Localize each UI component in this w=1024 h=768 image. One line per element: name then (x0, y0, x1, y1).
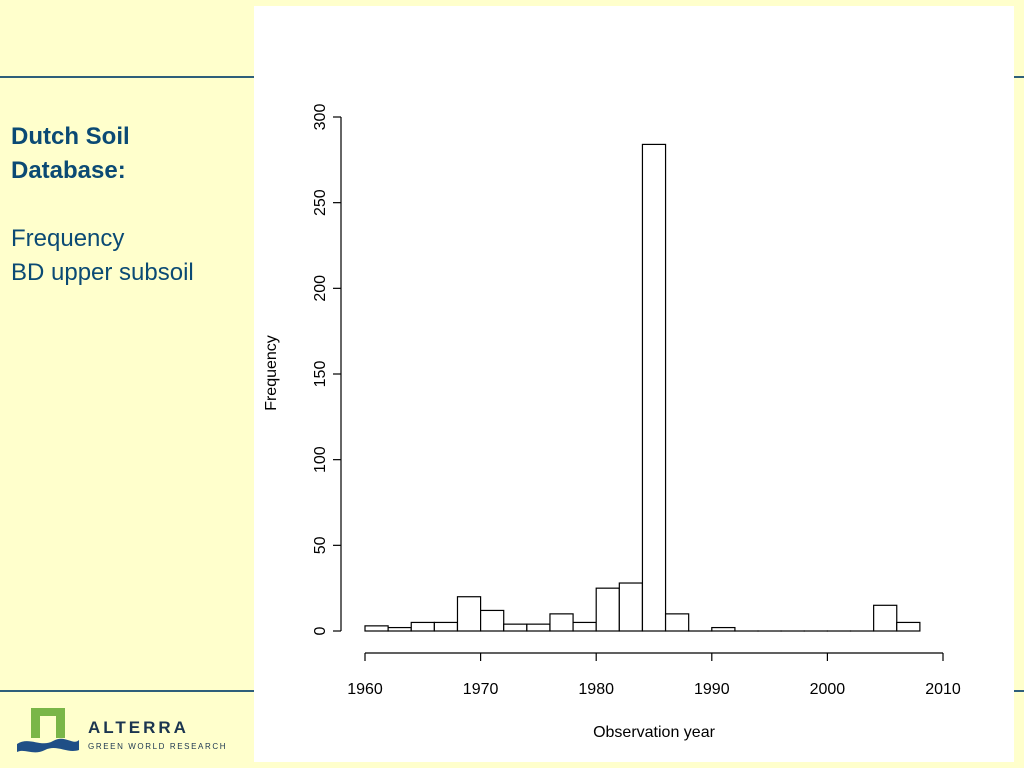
histogram-bar-1972-1974 (503, 623, 528, 632)
histogram-bar-1968-1970 (456, 596, 482, 632)
histogram-bar-2006-2008 (896, 621, 921, 632)
y-tick-label-50: 50 (312, 536, 329, 554)
histogram-bar-1984-1986 (641, 143, 667, 632)
y-tick-label-150: 150 (312, 361, 329, 388)
y-axis: 0 50 100 150 200 250 300 (312, 104, 342, 635)
slide-subtitle-line-2: BD upper subsoil (11, 259, 194, 286)
slide-title-line-1: Dutch Soil (11, 123, 130, 150)
y-axis-label: Frequency (263, 335, 280, 411)
y-tick-label-250: 250 (312, 189, 329, 216)
x-tick-label-2010: 2010 (925, 681, 961, 698)
histogram-bar-1978-1980 (572, 621, 597, 632)
histogram-bar-1960-1962 (364, 625, 389, 632)
y-tick-label-300: 300 (312, 104, 329, 131)
y-tick-label-0: 0 (312, 626, 329, 635)
slide-title-line-2: Database: (11, 157, 126, 184)
x-axis-label: Observation year (593, 724, 716, 741)
alterra-logo-icon (17, 708, 79, 753)
histogram-bar-1982-1984 (618, 582, 644, 632)
histogram-bar-1970-1972 (480, 609, 505, 632)
slide-subtitle-line-1: Frequency (11, 225, 125, 252)
histogram-bar-1986-1988 (664, 613, 690, 632)
histogram-bar-1974-1976 (526, 623, 551, 632)
histogram-bar-1990-1992 (711, 626, 736, 632)
histogram-chart: 1960 1970 1980 1990 2000 2010 0 50 100 150 200 250… (263, 104, 961, 741)
histogram-bar-1964-1966 (410, 621, 435, 632)
x-tick-label-1980: 1980 (578, 681, 614, 698)
x-axis: 1960 1970 1980 1990 2000 2010 (347, 652, 961, 698)
histogram-bar-1980-1982 (595, 587, 620, 632)
histogram-bars (364, 143, 921, 632)
histogram-bar-1962-1964 (387, 626, 412, 632)
x-tick-label-2000: 2000 (810, 681, 846, 698)
logo-wordmark: ALTERRA (88, 718, 189, 737)
x-tick-label-1960: 1960 (347, 681, 383, 698)
x-tick-label-1970: 1970 (463, 681, 499, 698)
histogram-bar-2004-2006 (873, 604, 898, 632)
histogram-bar-1966-1968 (433, 621, 459, 632)
y-tick-label-100: 100 (312, 446, 329, 473)
histogram-bar-1976-1978 (549, 613, 574, 632)
histogram-panel: 1960 1970 1980 1990 2000 2010 0 50 100 150 200 250… (254, 6, 1014, 762)
logo-tagline: GREEN WORLD RESEARCH (88, 742, 228, 751)
slide-title-block: Dutch Soil Database: Frequency BD upper … (11, 120, 251, 290)
x-tick-label-1990: 1990 (694, 681, 730, 698)
y-tick-label-200: 200 (312, 275, 329, 302)
